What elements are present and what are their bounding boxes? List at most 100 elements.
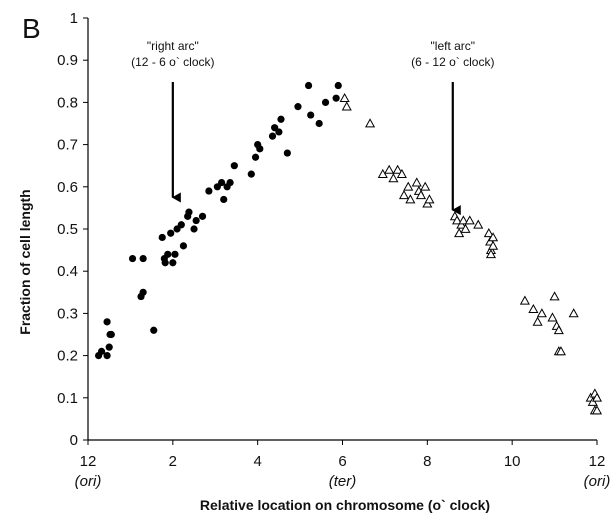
x-sub-label: (ori) <box>584 473 611 490</box>
y-tick-label: 0.3 <box>57 305 78 322</box>
data-point-circle <box>103 352 111 360</box>
data-point-circle <box>332 94 340 102</box>
data-point-circle <box>190 225 198 233</box>
data-point-triangle <box>420 181 431 191</box>
data-point-triangle <box>424 194 435 204</box>
data-point-circle <box>294 103 302 111</box>
axes: 0 0.1 0.2 0.3 0.4 0.5 0.6 0.7 0.8 0.9 1 12 2 4 6 8 10 12 (… <box>57 10 610 490</box>
data-point-triangle <box>547 312 558 322</box>
data-point-circle <box>139 288 147 296</box>
data-point-triangle <box>591 392 603 402</box>
data-point-circle <box>315 119 323 128</box>
data-point-circle <box>256 145 264 153</box>
data-point-triangle <box>483 227 494 238</box>
annotation-label: "right arc" <box>147 39 199 53</box>
x-tick-label: 4 <box>253 453 261 470</box>
data-point-triangle <box>388 173 399 183</box>
x-sub-label: (ori) <box>75 473 102 490</box>
x-tick-label: 2 <box>169 453 177 470</box>
data-point-triangle <box>392 164 403 174</box>
y-tick-label: 0 <box>70 432 78 449</box>
data-point-triangle <box>485 249 497 259</box>
data-point-triangle <box>403 181 414 191</box>
data-point-triangle <box>458 215 469 225</box>
data-point-circle <box>139 254 147 263</box>
y-tick-label: 0.9 <box>57 52 78 69</box>
data-point-circle <box>185 208 193 216</box>
x-tick-label: 8 <box>423 453 431 470</box>
data-point-circle <box>277 115 285 123</box>
data-point-circle <box>192 216 200 225</box>
panel-label: B <box>22 13 41 44</box>
data-point-triangle <box>365 118 376 128</box>
data-point-circle <box>321 98 330 106</box>
y-tick-label: 0.4 <box>57 263 78 280</box>
data-point-circle <box>167 229 175 237</box>
data-point-triangle <box>553 325 564 335</box>
data-point-circle <box>230 162 238 170</box>
data-point-circle <box>268 132 277 140</box>
y-tick-label: 1 <box>70 10 78 27</box>
data-point-circle <box>334 81 342 90</box>
data-point-circle <box>275 128 283 136</box>
data-point-triangle <box>405 194 416 204</box>
y-tick-label: 0.6 <box>57 179 78 196</box>
data-point-triangle <box>528 303 539 314</box>
data-point-triangle <box>451 215 463 225</box>
data-point-triangle <box>341 101 352 111</box>
y-tick-label: 0.1 <box>57 390 78 407</box>
y-tick-label: 0.2 <box>57 348 78 365</box>
data-point-circle <box>177 221 185 229</box>
annotation-label: (6 - 12 o` clock) <box>411 55 494 69</box>
data-point-circle <box>179 242 188 250</box>
data-point-triangle <box>549 291 560 301</box>
data-point-triangle <box>415 190 427 200</box>
data-point-circle <box>304 81 313 90</box>
data-point-circle <box>220 195 228 204</box>
annotations: "right arc" (12 - 6 o` clock) "left arc" (6… <box>131 39 494 216</box>
data-point-circle <box>169 259 177 267</box>
data-point-triangle <box>396 168 407 178</box>
data-point-triangle <box>473 219 484 229</box>
data-point-circle <box>150 326 158 334</box>
y-tick-label: 0.7 <box>57 137 78 154</box>
data-point-triangle <box>411 177 422 187</box>
data-point-triangle <box>384 164 395 174</box>
data-point-circle <box>171 250 179 258</box>
data-point-triangle <box>488 240 499 250</box>
data-point-circle <box>251 153 260 161</box>
data-point-circle <box>161 259 169 267</box>
data-point-circle <box>128 254 137 263</box>
data-point-triangle <box>555 346 566 356</box>
y-tick-label: 0.8 <box>57 94 78 111</box>
data-point-triangle <box>536 308 547 318</box>
x-tick-label: 12 <box>589 453 606 470</box>
data-point-triangle <box>568 308 579 318</box>
annotation-label: "left arc" <box>431 39 476 53</box>
data-point-triangle <box>398 190 410 200</box>
data-point-circle <box>218 178 226 187</box>
data-point-triangle <box>460 223 471 233</box>
data-point-circle <box>226 178 234 187</box>
data-point-circle <box>103 318 111 326</box>
data-point-triangle <box>464 215 475 225</box>
data-point-circle <box>307 111 315 119</box>
data-point-triangle <box>591 405 603 415</box>
data-point-circle <box>283 149 291 157</box>
data-point-circle <box>198 212 207 220</box>
annotation-label: (12 - 6 o` clock) <box>131 55 214 69</box>
x-tick-label: 10 <box>504 453 521 470</box>
y-axis-label: Fraction of cell length <box>17 189 33 334</box>
data-point-circle <box>158 233 166 242</box>
x-tick-label: 12 <box>80 453 97 470</box>
y-tick-label: 0.5 <box>57 221 78 238</box>
x-sub-label: (ter) <box>329 473 357 490</box>
data-points <box>95 81 603 415</box>
x-tick-label: 6 <box>338 453 346 470</box>
data-point-circle <box>105 343 113 351</box>
data-point-triangle <box>339 92 350 103</box>
data-point-circle <box>247 170 255 178</box>
data-point-triangle <box>532 316 543 326</box>
data-point-circle <box>164 250 172 258</box>
